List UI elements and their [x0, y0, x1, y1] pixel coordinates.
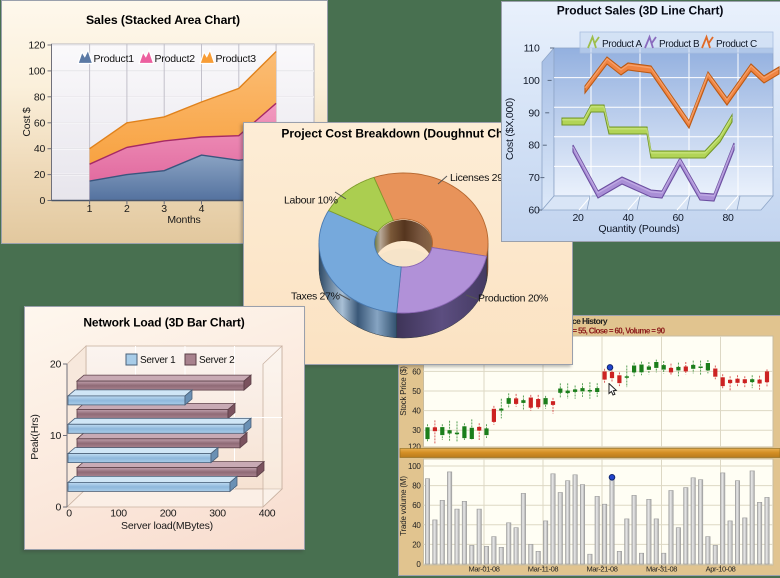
svg-text:80: 80	[34, 91, 46, 103]
svg-text:60: 60	[34, 117, 46, 129]
svg-text:Production 20%: Production 20%	[478, 293, 548, 305]
svg-text:Labour 10%: Labour 10%	[284, 195, 338, 207]
svg-text:Product Sales (3D Line Chart): Product Sales (3D Line Chart)	[557, 4, 724, 18]
svg-text:Peak(Hrs): Peak(Hrs)	[29, 414, 41, 459]
svg-text:Stock Price History: Stock Price History	[541, 316, 608, 326]
svg-text:300: 300	[209, 508, 226, 520]
svg-text:100: 100	[28, 65, 45, 77]
svg-text:200: 200	[160, 508, 177, 520]
svg-text:40: 40	[34, 143, 46, 155]
svg-text:Product C: Product C	[716, 39, 757, 50]
svg-text:Product1: Product1	[94, 53, 135, 65]
svg-text:20: 20	[572, 212, 584, 224]
svg-text:Months: Months	[167, 214, 200, 226]
svg-text:50: 50	[412, 387, 421, 396]
svg-text:0: 0	[55, 502, 61, 514]
svg-text:20: 20	[412, 540, 421, 549]
svg-text:80: 80	[528, 140, 540, 152]
svg-text:2: 2	[124, 203, 130, 215]
svg-text:Stock Price ($): Stock Price ($)	[399, 366, 408, 416]
svg-text:70: 70	[528, 172, 540, 184]
svg-text:40: 40	[412, 407, 421, 416]
svg-text:Server 2: Server 2	[199, 355, 235, 366]
svg-text:Product A: Product A	[602, 39, 642, 50]
svg-text:20: 20	[50, 359, 62, 371]
svg-text:30: 30	[412, 426, 421, 435]
svg-text:Product3: Product3	[216, 53, 257, 65]
svg-text:100: 100	[408, 462, 421, 471]
svg-text:110: 110	[524, 43, 540, 55]
svg-text:4: 4	[199, 203, 205, 215]
svg-text:20: 20	[34, 169, 46, 181]
svg-text:400: 400	[259, 508, 276, 520]
svg-text:120: 120	[28, 40, 45, 52]
svg-text:10: 10	[50, 430, 62, 442]
svg-text:Apr-10-08: Apr-10-08	[706, 565, 736, 574]
svg-text:100: 100	[110, 508, 127, 520]
svg-text:Mar-31-08: Mar-31-08	[646, 565, 677, 574]
svg-text:60: 60	[412, 501, 421, 510]
svg-text:120: 120	[408, 442, 421, 451]
svg-text:60: 60	[528, 205, 540, 217]
svg-text:Mar-01-08: Mar-01-08	[469, 565, 500, 574]
svg-text:Product B: Product B	[659, 39, 700, 50]
svg-text:Trade volume (M): Trade volume (M)	[399, 476, 408, 536]
svg-text:Mar-21-08: Mar-21-08	[587, 565, 618, 574]
svg-text:0: 0	[416, 560, 421, 569]
svg-text:Sales (Stacked Area Chart): Sales (Stacked Area Chart)	[86, 13, 240, 27]
svg-text:80: 80	[722, 212, 734, 224]
svg-text:Quantity (Pounds): Quantity (Pounds)	[598, 223, 679, 235]
svg-text:90: 90	[528, 107, 540, 119]
svg-text:40: 40	[412, 521, 421, 530]
svg-text:1: 1	[87, 203, 93, 215]
svg-text:Server load(MBytes): Server load(MBytes)	[121, 520, 213, 532]
svg-text:3: 3	[161, 203, 167, 215]
svg-text:Project Cost Breakdown (Doughn: Project Cost Breakdown (Doughnut Chart)	[281, 127, 522, 141]
svg-text:60: 60	[672, 212, 684, 224]
svg-text:100: 100	[523, 75, 540, 87]
svg-text:Open = 50, High = 65, Low = 55: Open = 50, High = 65, Low = 55, Close = …	[488, 327, 666, 336]
svg-text:40: 40	[622, 212, 634, 224]
svg-text:Cost ($X,000): Cost ($X,000)	[504, 98, 516, 160]
svg-text:Server 1: Server 1	[140, 355, 176, 366]
svg-text:Cost $: Cost $	[21, 107, 33, 137]
svg-text:Mar-11-08: Mar-11-08	[528, 565, 559, 574]
svg-text:60: 60	[412, 367, 421, 376]
svg-text:Taxes 27%: Taxes 27%	[291, 291, 340, 303]
svg-text:Licenses 29%: Licenses 29%	[450, 172, 512, 184]
svg-text:0: 0	[39, 195, 45, 207]
svg-text:80: 80	[412, 482, 421, 491]
svg-text:Product2: Product2	[155, 53, 196, 65]
svg-text:Network Load (3D Bar Chart): Network Load (3D Bar Chart)	[83, 316, 244, 330]
svg-text:0: 0	[66, 508, 72, 520]
